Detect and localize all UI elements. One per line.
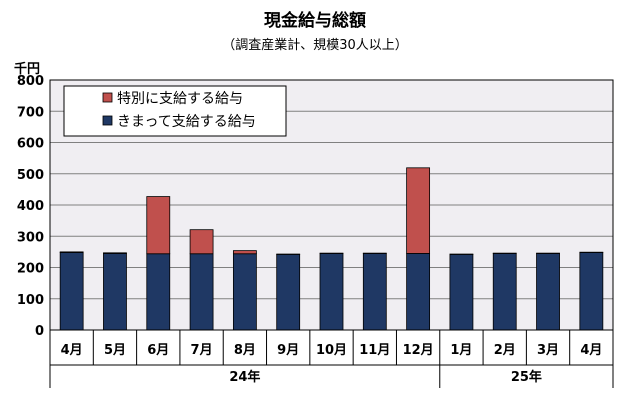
x-tick-label: 2月 — [494, 343, 516, 358]
y-tick-label: 400 — [17, 199, 44, 214]
bar-regular — [362, 253, 387, 331]
bar-regular — [232, 253, 257, 331]
x-tick-label: 4月 — [580, 343, 602, 358]
bar-regular — [146, 253, 171, 331]
y-axis-unit: 千円 — [14, 62, 41, 77]
bar-regular — [319, 253, 344, 331]
bar-regular — [449, 253, 474, 331]
bar-regular — [276, 253, 301, 331]
bar-special — [189, 229, 214, 255]
year-label: 25年 — [511, 369, 542, 385]
x-tick-label: 11月 — [359, 343, 390, 358]
y-tick-label: 800 — [17, 74, 44, 89]
x-tick-label: 5月 — [104, 343, 126, 358]
bar-regular — [579, 252, 604, 331]
x-tick-label: 3月 — [537, 343, 559, 358]
bar-regular — [59, 252, 84, 331]
x-tick-label: 6月 — [147, 343, 169, 358]
bar-special — [232, 250, 257, 255]
y-tick-label: 700 — [17, 105, 44, 120]
chart-title: 現金給与総額 — [264, 11, 366, 31]
bar-regular — [536, 253, 560, 331]
year-label: 24年 — [229, 369, 260, 385]
legend-label: きまって支給する給与 — [117, 114, 256, 130]
bar-special — [146, 196, 171, 255]
y-tick-label: 100 — [17, 293, 44, 308]
x-tick-label: 1月 — [450, 343, 472, 358]
x-tick-label: 7月 — [191, 343, 213, 358]
x-tick-label: 10月 — [316, 343, 347, 358]
y-tick-label: 300 — [17, 230, 44, 245]
bar-special — [103, 252, 127, 254]
y-tick-label: 0 — [35, 324, 44, 339]
legend-box — [63, 85, 287, 137]
x-tick-label: 8月 — [234, 343, 256, 358]
x-tick-label: 12月 — [403, 343, 434, 358]
y-tick-label: 200 — [17, 262, 44, 277]
x-tick-label: 4月 — [61, 343, 83, 358]
bar-regular — [189, 253, 214, 331]
bar-regular — [492, 253, 517, 331]
bar-special — [59, 251, 84, 253]
bar-regular — [406, 253, 431, 331]
x-tick-label: 9月 — [277, 343, 299, 358]
legend-swatch — [102, 115, 113, 126]
y-tick-label: 500 — [17, 168, 44, 183]
plot-frame — [49, 79, 614, 331]
legend-label: 特別に支給する給与 — [117, 91, 243, 107]
bar-special — [406, 167, 431, 254]
bar-regular — [103, 253, 127, 331]
chart-subtitle: （調査産業計、規模30人以上） — [222, 38, 408, 53]
y-tick-label: 600 — [17, 137, 44, 152]
legend-swatch — [102, 92, 113, 103]
